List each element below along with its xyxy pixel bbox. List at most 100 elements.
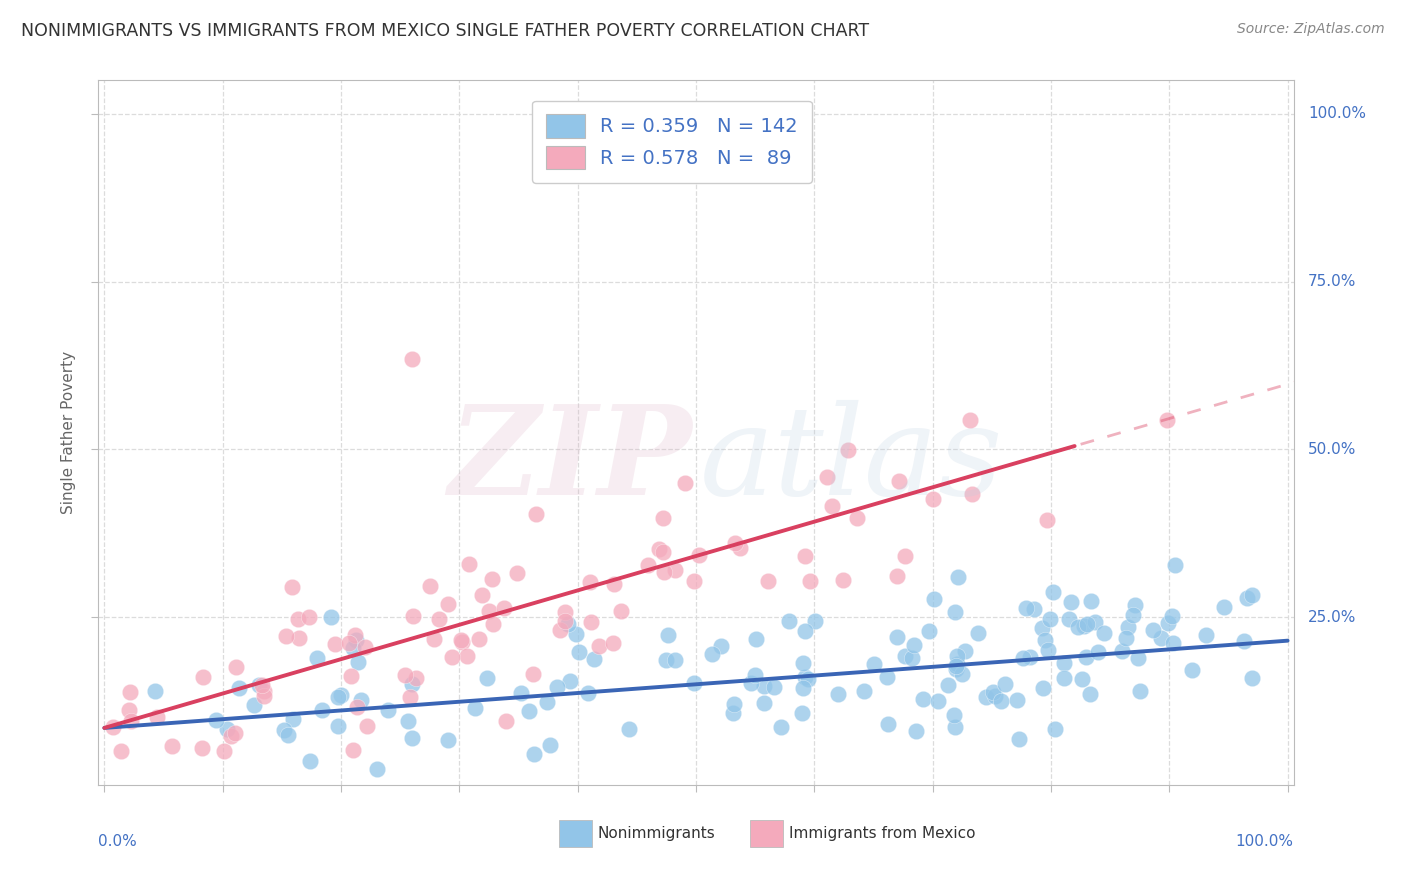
Immigrants from Mexico (346, 700, 368, 714)
Nonimmigrants (215, 722, 238, 736)
Nonimmigrants (523, 747, 546, 761)
Immigrants from Mexico (960, 487, 983, 501)
Immigrants from Mexico (401, 609, 423, 624)
Immigrants from Mexico (664, 563, 686, 577)
Nonimmigrants (396, 714, 419, 728)
Nonimmigrants (769, 720, 792, 734)
Immigrants from Mexico (652, 565, 675, 579)
Text: 25.0%: 25.0% (1308, 609, 1357, 624)
Nonimmigrants (922, 591, 945, 606)
Nonimmigrants (1076, 616, 1098, 631)
Nonimmigrants (1012, 650, 1035, 665)
Text: Immigrants from Mexico: Immigrants from Mexico (789, 826, 976, 841)
Immigrants from Mexico (603, 576, 626, 591)
Immigrants from Mexico (419, 579, 441, 593)
Nonimmigrants (721, 706, 744, 721)
Nonimmigrants (1115, 631, 1137, 645)
Nonimmigrants (754, 696, 776, 710)
Nonimmigrants (1161, 609, 1184, 624)
Nonimmigrants (793, 670, 815, 684)
Nonimmigrants (762, 681, 785, 695)
Immigrants from Mexico (610, 604, 633, 618)
Immigrants from Mexico (831, 573, 853, 587)
Immigrants from Mexico (457, 558, 479, 572)
Nonimmigrants (1233, 634, 1256, 648)
Immigrants from Mexico (886, 568, 908, 582)
Nonimmigrants (1015, 601, 1038, 615)
Nonimmigrants (1236, 591, 1258, 606)
Nonimmigrants (1121, 607, 1143, 622)
Immigrants from Mexico (401, 351, 423, 366)
Immigrants from Mexico (495, 714, 517, 728)
Nonimmigrants (804, 614, 827, 628)
Nonimmigrants (536, 695, 558, 709)
Nonimmigrants (558, 674, 581, 689)
Nonimmigrants (1111, 644, 1133, 658)
Nonimmigrants (436, 733, 458, 747)
Nonimmigrants (682, 676, 704, 690)
Immigrants from Mexico (276, 629, 298, 643)
Immigrants from Mexico (481, 616, 503, 631)
Immigrants from Mexico (427, 612, 450, 626)
Nonimmigrants (792, 681, 814, 695)
Immigrants from Mexico (683, 574, 706, 589)
Nonimmigrants (1035, 633, 1057, 648)
Text: 50.0%: 50.0% (1308, 442, 1357, 457)
Nonimmigrants (974, 690, 997, 705)
Nonimmigrants (1129, 684, 1152, 698)
Nonimmigrants (778, 614, 800, 628)
Immigrants from Mexico (820, 499, 842, 513)
Nonimmigrants (994, 677, 1017, 691)
Immigrants from Mexico (724, 536, 747, 550)
Nonimmigrants (326, 719, 349, 733)
Nonimmigrants (305, 651, 328, 665)
Nonimmigrants (277, 728, 299, 742)
Immigrants from Mexico (342, 743, 364, 757)
Immigrants from Mexico (602, 635, 624, 649)
Nonimmigrants (1070, 672, 1092, 686)
Y-axis label: Single Father Poverty: Single Father Poverty (60, 351, 76, 514)
Immigrants from Mexico (481, 573, 503, 587)
Immigrants from Mexico (794, 549, 817, 564)
Nonimmigrants (1181, 663, 1204, 677)
FancyBboxPatch shape (558, 821, 592, 847)
Nonimmigrants (901, 651, 924, 665)
Nonimmigrants (827, 687, 849, 701)
Immigrants from Mexico (959, 413, 981, 427)
Immigrants from Mexico (652, 544, 675, 558)
FancyBboxPatch shape (749, 821, 783, 847)
Nonimmigrants (401, 731, 423, 745)
Immigrants from Mexico (652, 510, 675, 524)
Immigrants from Mexico (688, 548, 710, 562)
Nonimmigrants (657, 628, 679, 642)
Nonimmigrants (344, 632, 367, 647)
Text: 100.0%: 100.0% (1236, 834, 1294, 849)
Immigrants from Mexico (340, 669, 363, 683)
Nonimmigrants (950, 667, 973, 681)
Nonimmigrants (1240, 671, 1263, 685)
Immigrants from Mexico (450, 635, 472, 649)
Nonimmigrants (911, 692, 934, 706)
Immigrants from Mexico (887, 474, 910, 488)
Immigrants from Mexico (298, 610, 321, 624)
Nonimmigrants (568, 644, 591, 658)
Nonimmigrants (1195, 628, 1218, 642)
Nonimmigrants (546, 680, 568, 694)
Nonimmigrants (583, 651, 606, 665)
Nonimmigrants (1212, 599, 1234, 614)
Text: 75.0%: 75.0% (1308, 274, 1357, 289)
Nonimmigrants (1083, 615, 1105, 629)
Immigrants from Mexico (441, 650, 464, 665)
Nonimmigrants (475, 672, 498, 686)
Immigrants from Mexico (250, 678, 273, 692)
Nonimmigrants (565, 627, 588, 641)
Nonimmigrants (1087, 645, 1109, 659)
Immigrants from Mexico (224, 726, 246, 740)
Immigrants from Mexico (894, 549, 917, 564)
Immigrants from Mexico (492, 601, 515, 615)
Immigrants from Mexico (118, 703, 141, 717)
Nonimmigrants (745, 632, 768, 646)
Immigrants from Mexico (846, 510, 869, 524)
Nonimmigrants (1123, 598, 1146, 612)
Immigrants from Mexico (394, 668, 416, 682)
